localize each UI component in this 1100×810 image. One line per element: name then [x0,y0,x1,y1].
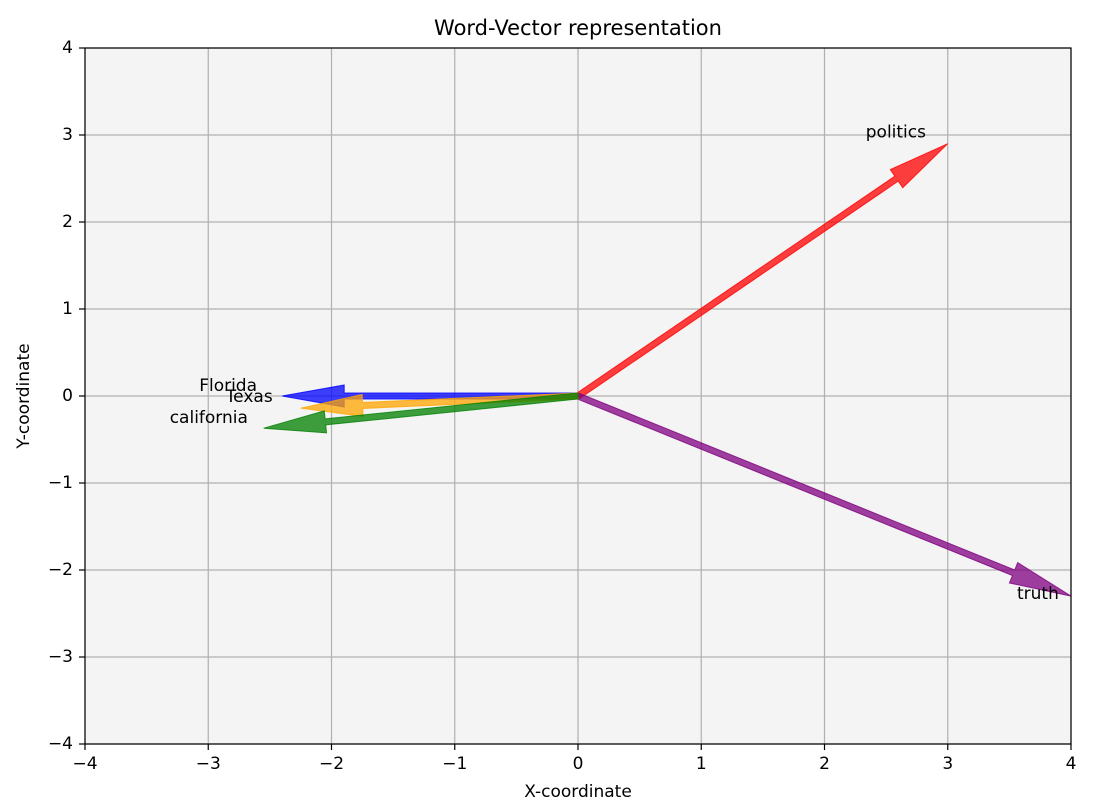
x-axis-label: X-coordinate [524,782,632,802]
vector-arrow [576,392,1072,597]
vector-arrow [263,392,579,434]
y-tick-label: −2 [48,560,73,580]
y-tick-label: 0 [62,386,73,406]
x-tick-label: −3 [196,754,221,774]
vector-label: truth [1017,584,1059,604]
vector-label: Texas [225,387,273,407]
y-tick-label: −3 [48,647,73,667]
vector-arrow [575,143,949,400]
y-tick-label: 1 [62,299,73,319]
y-axis-label: Y-coordinate [14,343,34,449]
chart-title: Word-Vector representation [434,16,722,40]
vector-label: california [170,408,248,428]
y-tick-label: 3 [62,125,73,145]
y-tick-label: −1 [48,473,73,493]
x-tick-label: 1 [696,754,707,774]
x-tick-label: 2 [819,754,830,774]
y-tick-label: −4 [48,734,73,754]
y-tick-label: 4 [62,38,73,58]
x-tick-label: −1 [442,754,467,774]
x-tick-label: 0 [573,754,584,774]
x-tick-label: −2 [319,754,344,774]
vector-label: Florida [199,376,257,396]
x-tick-label: 3 [942,754,953,774]
vector-label: politics [866,123,926,143]
x-tick-label: −4 [72,754,97,774]
x-tick-label: 4 [1066,754,1077,774]
y-tick-label: 2 [62,212,73,232]
